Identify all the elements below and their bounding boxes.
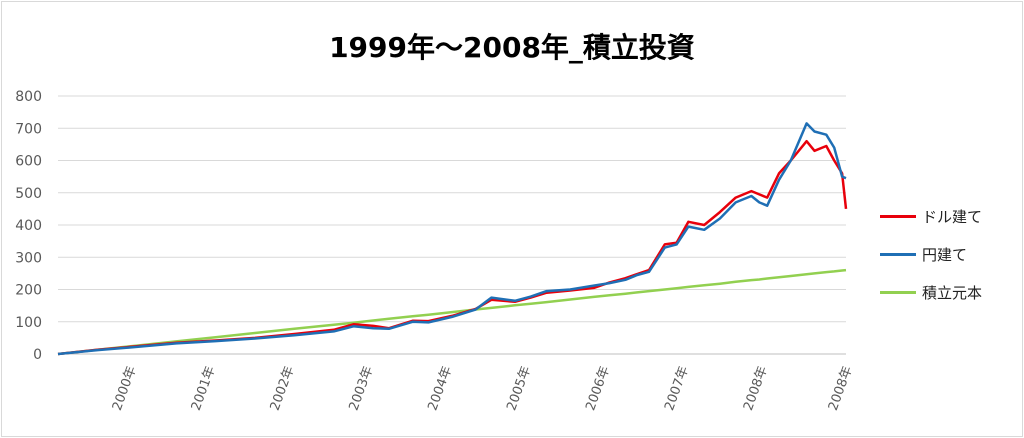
legend-swatch-principal — [880, 290, 916, 294]
x-tick-label: 2001年 — [189, 364, 219, 412]
legend-swatch-yen — [880, 252, 916, 256]
legend-item-yen: 円建て — [880, 244, 967, 264]
x-tick-label: 2002年 — [268, 364, 298, 412]
legend-swatch-dollar — [880, 214, 916, 218]
series-lines — [57, 122, 848, 356]
legend-item-principal: 積立元本 — [880, 282, 982, 302]
legend-label-principal: 積立元本 — [922, 283, 983, 302]
legend-item-dollar: ドル建て — [880, 206, 982, 226]
x-axis-tick-labels: 2000年 2001年 2002年 2003年 2004年 2005年 2006年 2007年… — [110, 364, 856, 412]
series-line-principal — [57, 268, 847, 356]
x-tick-label: 2008年 — [826, 364, 856, 412]
legend-label-yen: 円建て — [922, 245, 968, 264]
gridlines — [58, 95, 846, 355]
x-tick-label: 2004年 — [425, 364, 455, 412]
y-tick-label: 0 — [33, 347, 42, 363]
x-tick-label: 2006年 — [583, 364, 613, 412]
y-tick-label: 100 — [15, 315, 42, 331]
series-line-yen — [57, 122, 847, 356]
x-tick-label: 2008年 — [741, 364, 771, 412]
x-tick-label: 2007年 — [662, 364, 692, 412]
y-tick-label: 300 — [15, 250, 42, 266]
y-tick-label: 800 — [15, 89, 42, 105]
y-tick-label: 700 — [15, 121, 42, 137]
x-tick-label: 2000年 — [110, 364, 140, 412]
x-tick-label: 2005年 — [504, 364, 534, 412]
chart-title: 1999年～2008年_積立投資 — [329, 31, 695, 64]
y-tick-label: 200 — [15, 283, 42, 299]
legend-label-dollar: ドル建て — [922, 207, 983, 226]
y-tick-label: 400 — [15, 218, 42, 234]
y-axis-tick-labels: 0 100 200 300 400 500 600 700 800 — [15, 89, 42, 363]
y-tick-label: 500 — [15, 186, 42, 202]
y-tick-label: 600 — [15, 154, 42, 170]
x-tick-label: 2003年 — [347, 364, 377, 412]
